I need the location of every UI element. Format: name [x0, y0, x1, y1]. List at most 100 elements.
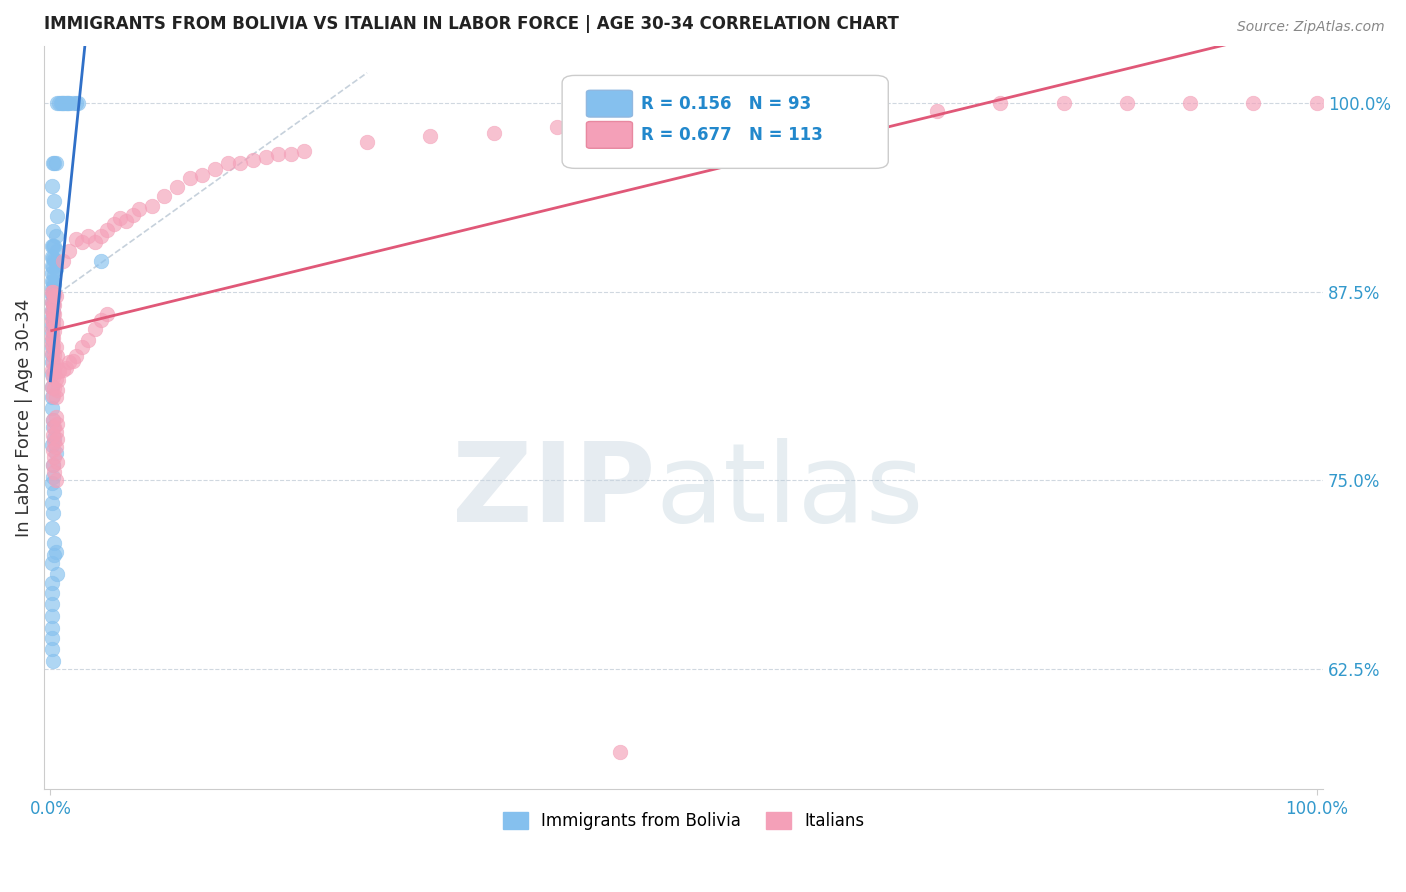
Point: [42, 289, 65, 303]
Point: [44, 420, 66, 434]
FancyBboxPatch shape: [586, 90, 633, 117]
Point: [58, 95, 80, 110]
Text: atlas: atlas: [655, 438, 924, 545]
Point: [55, 361, 77, 376]
Point: [44, 156, 66, 170]
Point: [482, 126, 505, 140]
Point: [42, 355, 65, 369]
Point: [41, 337, 63, 351]
Point: [45, 350, 67, 364]
Point: [83, 235, 105, 249]
Point: [44, 324, 66, 338]
Point: [41, 586, 63, 600]
Point: [862, 105, 884, 120]
Point: [56, 95, 79, 110]
Point: [988, 95, 1011, 110]
Legend: Immigrants from Bolivia, Italians: Immigrants from Bolivia, Italians: [496, 805, 872, 837]
Point: [179, 171, 201, 186]
Point: [41, 608, 63, 623]
Point: [44, 390, 66, 404]
Point: [191, 169, 214, 183]
Point: [41, 330, 63, 344]
Point: [41, 632, 63, 646]
Point: [799, 111, 821, 125]
Point: [46, 374, 69, 388]
Point: [58, 355, 80, 369]
Point: [44, 425, 66, 439]
Point: [41, 401, 63, 415]
Point: [44, 357, 66, 371]
Point: [44, 307, 66, 321]
Point: [546, 120, 568, 135]
Point: [42, 252, 65, 266]
Point: [44, 450, 66, 465]
Point: [52, 363, 75, 377]
Point: [48, 364, 70, 378]
Point: [62, 354, 84, 368]
Point: [42, 296, 65, 310]
Point: [42, 331, 65, 345]
Point: [41, 556, 63, 570]
Point: [41, 390, 63, 404]
Point: [42, 311, 65, 326]
Point: [128, 202, 150, 216]
Point: [44, 381, 66, 395]
Point: [44, 473, 66, 487]
Point: [121, 208, 143, 222]
Point: [90, 228, 112, 243]
Point: [96, 307, 118, 321]
Point: [45, 433, 67, 447]
Point: [41, 521, 63, 535]
Point: [42, 276, 65, 290]
Point: [44, 194, 66, 208]
Point: [103, 217, 125, 231]
Point: [44, 409, 66, 424]
Point: [41, 285, 63, 299]
Point: [51, 95, 73, 110]
Point: [42, 458, 65, 472]
Point: [42, 413, 65, 427]
Point: [45, 95, 67, 110]
Point: [41, 621, 63, 635]
Point: [65, 350, 87, 364]
Point: [42, 285, 65, 299]
Point: [1052, 95, 1074, 110]
Point: [42, 458, 65, 472]
Point: [42, 413, 65, 427]
Point: [267, 147, 290, 161]
Point: [41, 267, 63, 281]
Point: [70, 340, 93, 354]
Point: [44, 287, 66, 301]
Point: [42, 388, 65, 402]
Point: [41, 379, 63, 393]
Point: [42, 470, 65, 484]
Point: [41, 304, 63, 318]
Point: [292, 145, 315, 159]
Point: [41, 368, 63, 382]
Point: [356, 135, 378, 149]
Point: [44, 156, 66, 170]
Point: [242, 153, 264, 168]
Point: [44, 289, 66, 303]
Point: [42, 427, 65, 442]
Point: [45, 455, 67, 469]
Point: [108, 211, 131, 225]
Y-axis label: In Labor Force | Age 30-34: In Labor Force | Age 30-34: [15, 298, 32, 537]
Point: [44, 545, 66, 559]
Point: [42, 315, 65, 329]
Point: [44, 431, 66, 445]
Point: [41, 295, 63, 310]
Point: [166, 180, 188, 194]
Point: [41, 642, 63, 657]
Point: [41, 274, 63, 288]
Point: [52, 254, 75, 268]
Point: [45, 383, 67, 397]
Point: [53, 95, 76, 110]
Point: [45, 244, 67, 258]
Point: [44, 228, 66, 243]
Point: [44, 268, 66, 282]
Point: [41, 259, 63, 273]
Point: [42, 442, 65, 457]
Point: [609, 120, 631, 135]
Point: [41, 575, 63, 590]
